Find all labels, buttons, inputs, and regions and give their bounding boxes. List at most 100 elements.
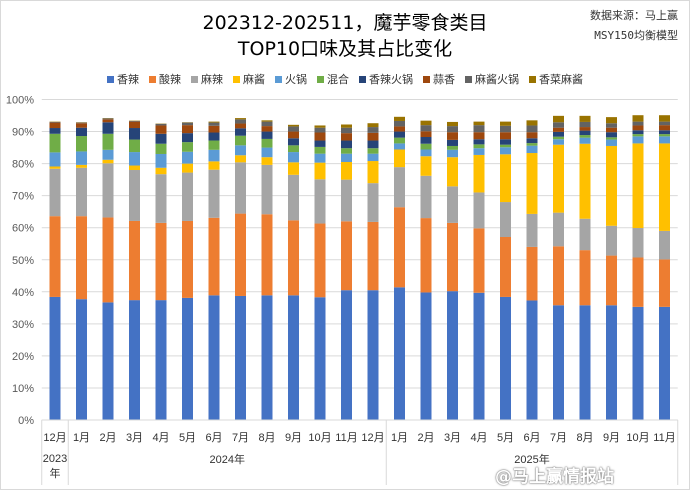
bar-segment <box>49 133 61 153</box>
bar-segment <box>155 133 167 144</box>
bar-segment <box>288 124 299 127</box>
x-tick-label: 12月 <box>361 432 384 444</box>
x-tick-label: 11月 <box>335 432 357 444</box>
bar-segment <box>420 149 432 157</box>
bar-segment <box>129 120 140 122</box>
bar-segment <box>182 125 193 134</box>
bar-segment <box>288 162 299 175</box>
bar-segment <box>208 140 220 150</box>
bar-segment <box>420 125 432 132</box>
bar-segment <box>500 154 511 203</box>
bar-segment <box>76 164 87 168</box>
bar-segment <box>155 222 167 301</box>
bar-segment <box>261 131 273 139</box>
bar-segment <box>526 153 538 214</box>
bar-segment <box>447 126 458 133</box>
bar-segment <box>473 132 485 140</box>
bar-segment <box>341 161 352 180</box>
bar-segment <box>659 115 670 122</box>
bar-segment <box>447 291 458 420</box>
bar-segment <box>420 120 432 126</box>
bar-segment <box>659 130 670 135</box>
bar-segment <box>526 125 538 133</box>
bar-segment <box>182 163 193 173</box>
bar-segment <box>49 166 61 169</box>
bar-segment <box>473 139 485 145</box>
bar-segment <box>526 246 538 301</box>
legend: 香辣 酸辣 麻辣 麻酱 火锅 混合 香辣火锅 蒜香 麻酱火锅 香菜麻酱 <box>0 71 690 87</box>
bar-segment <box>314 223 326 298</box>
bar-segment <box>394 126 405 132</box>
bar-segment <box>606 225 617 256</box>
bar-segment <box>553 122 564 128</box>
x-tick-label: 5月 <box>179 432 196 444</box>
bar-segment <box>261 138 273 148</box>
bar-segment <box>102 149 114 160</box>
bar-segment <box>182 142 193 152</box>
x-tick-label: 12月 <box>43 432 66 444</box>
legend-item: 酸辣 <box>149 71 181 87</box>
bar-segment <box>632 130 644 135</box>
legend-swatch <box>107 75 114 83</box>
year-label: 2024年 <box>210 452 245 466</box>
x-tick-label: 4月 <box>470 432 487 444</box>
bar-segment <box>367 290 379 420</box>
bar-segment <box>473 154 485 193</box>
bar-segment <box>553 131 564 137</box>
bar-segment <box>420 292 432 420</box>
bar-segment <box>208 122 220 126</box>
bar-segment <box>659 136 670 144</box>
legend-item: 香辣火锅 <box>359 71 413 87</box>
bar-segment <box>49 216 61 297</box>
bar-segment <box>500 147 511 155</box>
chart-title-line2: TOP10口味及其占比变化 <box>237 38 453 60</box>
bar-segment <box>606 145 617 226</box>
bar-segment <box>235 128 246 136</box>
bar-segment <box>341 290 352 420</box>
bar-segment <box>500 236 511 297</box>
bar-segment <box>208 295 220 420</box>
bar-segment <box>235 145 246 156</box>
legend-label: 混合 <box>327 73 349 86</box>
y-tick-label: 80% <box>12 159 34 171</box>
bar-segment <box>447 157 458 187</box>
x-tick-label: 8月 <box>576 432 593 444</box>
bar-segment <box>473 125 485 133</box>
bar-segment <box>208 161 220 170</box>
legend-swatch <box>465 75 472 83</box>
legend-label: 香菜麻酱 <box>539 73 583 86</box>
y-tick-label: 50% <box>12 255 34 267</box>
bar-segment <box>155 167 167 175</box>
bar-segment <box>76 123 87 128</box>
bar-segment <box>420 175 432 219</box>
bar-segment <box>394 149 405 168</box>
legend-swatch <box>191 75 198 83</box>
bar-segment <box>526 300 538 420</box>
bar-segment <box>659 259 670 307</box>
y-tick-label: 100% <box>6 95 34 107</box>
bar-segment <box>76 299 87 420</box>
bar-segment <box>155 300 167 420</box>
bar-segment <box>659 306 670 420</box>
bar-segment <box>208 169 220 218</box>
x-tick-label: 9月 <box>285 432 302 444</box>
bar-segment <box>632 115 644 122</box>
bar-segment <box>579 250 591 306</box>
bar-segment <box>341 179 352 222</box>
bar-segment <box>235 119 246 124</box>
legend-item: 混合 <box>317 71 349 87</box>
legend-swatch <box>233 75 240 83</box>
bar-segment <box>314 132 326 141</box>
bar-segment <box>553 139 564 145</box>
bar-segment <box>606 117 617 124</box>
legend-item: 麻酱火锅 <box>465 71 519 87</box>
bar-segment <box>49 128 61 134</box>
bar-segment <box>473 192 485 229</box>
bar-segment <box>235 295 246 420</box>
bar-segment <box>208 132 220 141</box>
legend-item: 香菜麻酱 <box>529 71 583 87</box>
x-tick-label: 2月 <box>417 432 434 444</box>
bar-segment <box>341 221 352 291</box>
x-tick-label: 9月 <box>603 432 620 444</box>
